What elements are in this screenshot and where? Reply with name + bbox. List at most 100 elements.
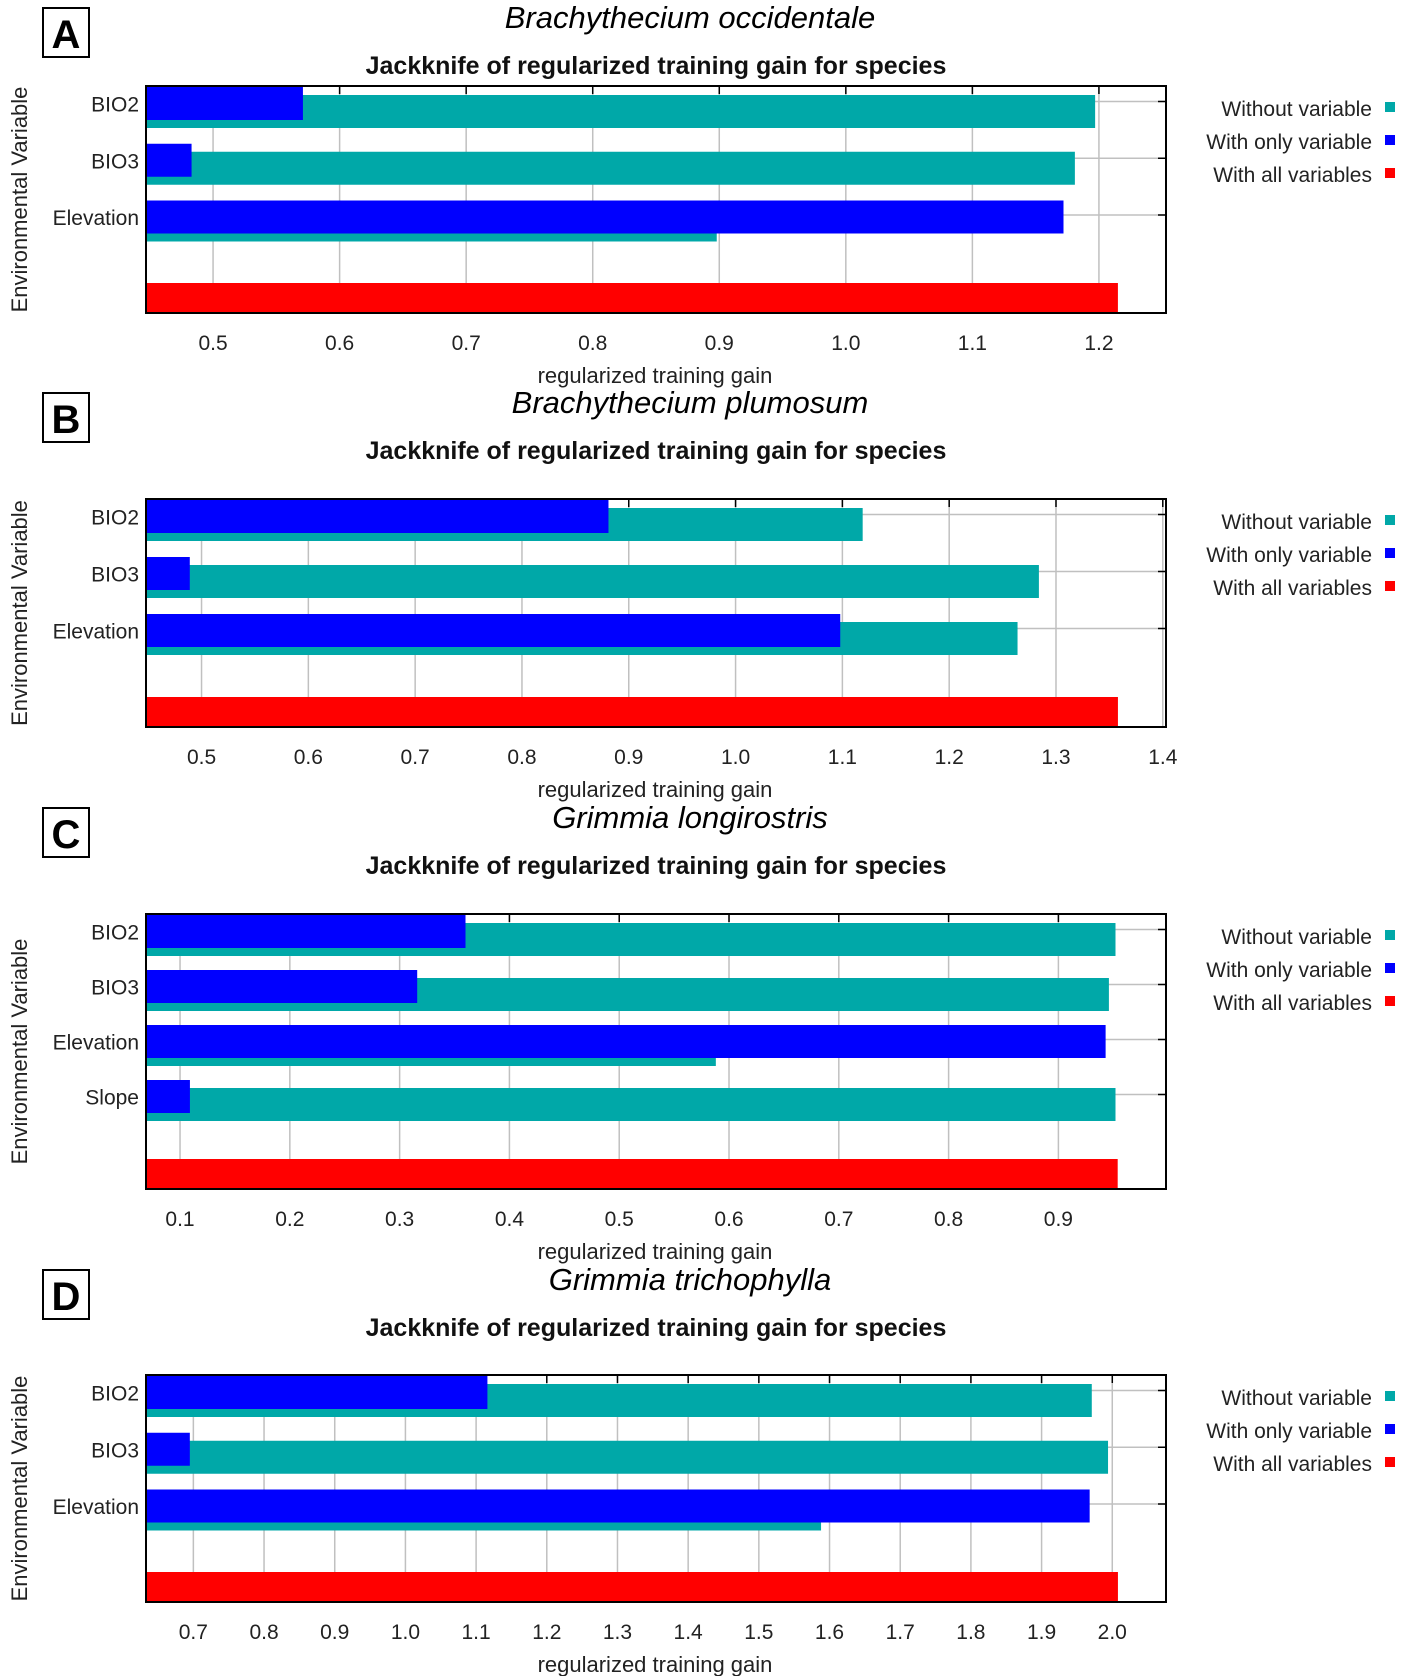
chart-title: Jackknife of regularized training gain f… [366,52,947,80]
x-tick-label: 0.7 [452,332,481,355]
category-label: BIO3 [91,150,139,173]
bar-with-all-variables [146,283,1118,313]
legend-swatch [1385,168,1395,178]
bar-with-all-variables [146,1572,1118,1602]
legend-label: Without variable [1221,511,1372,534]
panel-letter: B [52,398,81,442]
legend-label: Without variable [1221,1387,1372,1410]
x-tick-label: 0.4 [495,1208,525,1231]
panel-letter-box [42,392,90,443]
bar-without-variable [146,565,1039,598]
bar-with-all-variables [146,1159,1118,1189]
panel-letter: D [52,1275,81,1319]
panel-d: D Grimmia trichophylla Jackknife of regula… [7,1262,1395,1676]
category-label: Slope [85,1087,139,1110]
legend-swatch [1385,1457,1395,1467]
x-tick-label: 0.5 [187,746,216,769]
plot-frame [145,498,1167,728]
bar-with-only-variable [146,1025,1106,1058]
x-tick-label: 1.1 [828,746,857,769]
panel-letter: A [52,13,81,57]
x-axis-label: regularized training gain [538,1652,773,1676]
legend-label: With only variable [1206,1420,1372,1443]
panel-letter-box [42,7,90,58]
species-title: Brachythecium plumosum [512,385,869,420]
legend-label: Without variable [1221,926,1372,949]
x-tick-label: 0.5 [605,1208,634,1231]
panel-letter-box [42,1269,90,1320]
x-tick-label: 0.6 [294,746,323,769]
x-tick-label: 1.2 [935,746,964,769]
panel-a: A Brachythecium occidentale Jackknife of r… [7,0,1395,388]
legend-label: With all variables [1213,1453,1372,1476]
species-title: Grimmia longirostris [552,800,828,835]
bar-without-variable [146,151,1075,185]
category-label: Elevation [53,1032,139,1055]
x-tick-label: 1.6 [815,1621,844,1644]
x-tick-label: 1.1 [462,1621,491,1644]
x-tick-label: 0.7 [401,746,430,769]
bar-with-only-variable [146,614,841,647]
legend-swatch [1385,581,1395,591]
legend-label: With all variables [1213,992,1372,1015]
category-label: BIO2 [91,507,139,530]
category-label: BIO3 [91,1439,139,1462]
category-label: BIO3 [91,977,139,1000]
x-tick-label: 1.9 [1027,1621,1056,1644]
x-tick-label: 0.7 [824,1208,853,1231]
species-title: Grimmia trichophylla [549,1262,832,1297]
legend-swatch [1385,996,1395,1006]
legend-label: With all variables [1213,577,1372,600]
plot-frame [145,913,1167,1190]
x-tick-label: 1.2 [1084,332,1113,355]
x-tick-label: 0.9 [614,746,643,769]
legend-label: With only variable [1206,959,1372,982]
x-tick-label: 0.9 [705,332,734,355]
x-tick-label: 0.9 [320,1621,349,1644]
bar-with-only-variable [146,87,303,120]
x-axis-label: regularized training gain [538,363,773,388]
x-tick-label: 1.0 [831,332,860,355]
category-label: BIO3 [91,564,139,587]
category-label: Elevation [53,621,139,644]
legend-label: With all variables [1213,164,1372,187]
bar-without-variable [146,1088,1116,1121]
x-axis-label: regularized training gain [538,777,773,802]
category-label: BIO2 [91,922,139,945]
x-tick-label: 0.9 [1044,1208,1073,1231]
chart-title: Jackknife of regularized training gain f… [366,437,947,465]
category-label: Elevation [53,207,139,230]
x-tick-label: 1.2 [532,1621,561,1644]
legend-label: With only variable [1206,131,1372,154]
category-label: BIO2 [91,1383,139,1406]
bar-without-variable [146,95,1096,128]
legend-swatch [1385,1424,1395,1434]
legend-swatch [1385,548,1395,558]
y-axis-label: Environmental Variable [7,500,32,726]
chart-title: Jackknife of regularized training gain f… [366,1314,947,1342]
x-tick-label: 0.1 [165,1208,194,1231]
x-tick-label: 0.3 [385,1208,414,1231]
legend-swatch [1385,963,1395,973]
y-axis-label: Environmental Variable [7,939,32,1165]
legend-label: With only variable [1206,544,1372,567]
x-axis-label: regularized training gain [538,1239,773,1264]
bar-with-only-variable [146,143,192,177]
x-tick-label: 1.3 [603,1621,632,1644]
plot-frame [145,85,1167,314]
x-tick-label: 0.8 [249,1621,278,1644]
bar-with-only-variable [146,200,1064,234]
species-title: Brachythecium occidentale [505,0,875,35]
x-tick-label: 1.4 [674,1621,704,1644]
bar-with-only-variable [146,915,466,948]
category-label: BIO2 [91,94,139,117]
y-axis-label: Environmental Variable [7,1376,32,1602]
x-tick-label: 1.5 [744,1621,773,1644]
x-tick-label: 1.4 [1148,746,1178,769]
legend-swatch [1385,102,1395,112]
legend-swatch [1385,135,1395,145]
plot-frame [145,1374,1167,1603]
legend-swatch [1385,930,1395,940]
y-axis-label: Environmental Variable [7,87,32,313]
